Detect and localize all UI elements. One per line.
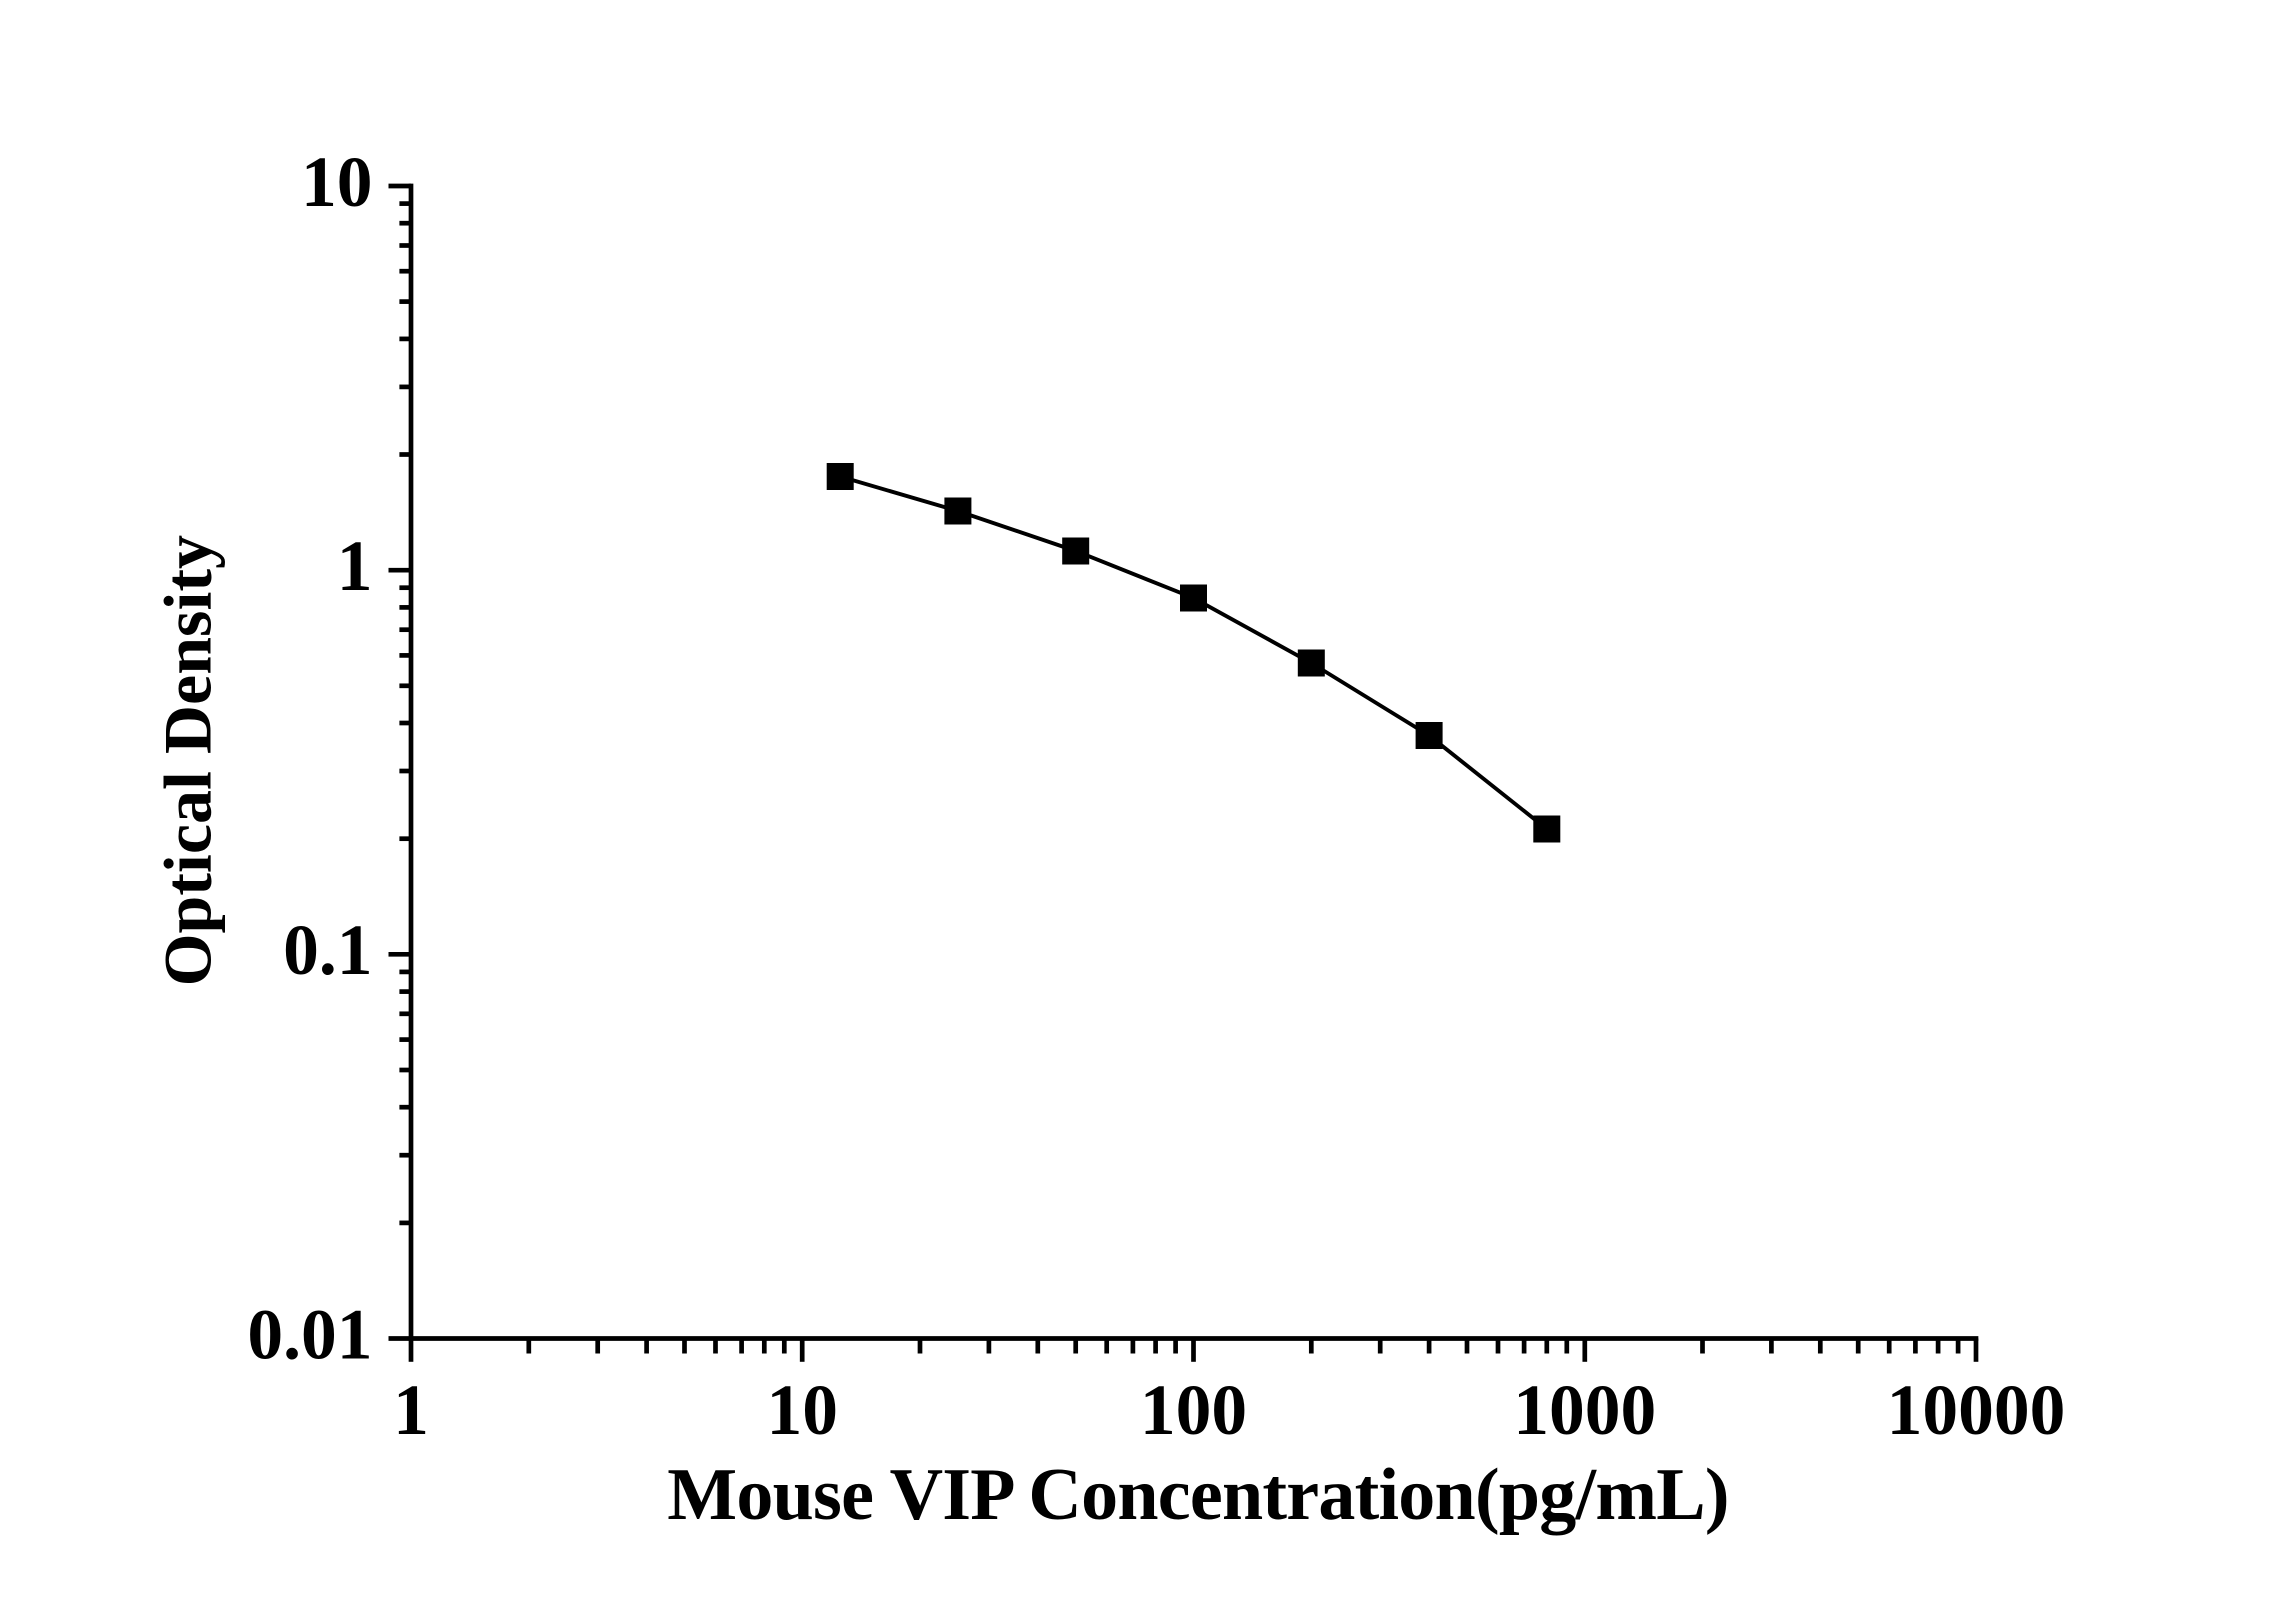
- svg-text:1: 1: [393, 1371, 429, 1450]
- svg-text:10000: 10000: [1887, 1371, 2066, 1450]
- svg-text:0.01: 0.01: [247, 1295, 372, 1374]
- svg-text:Optical Density: Optical Density: [150, 535, 226, 986]
- svg-text:1000: 1000: [1513, 1371, 1656, 1450]
- svg-text:10: 10: [766, 1371, 838, 1450]
- svg-text:1: 1: [337, 527, 373, 606]
- svg-text:10: 10: [301, 143, 373, 222]
- svg-text:0.1: 0.1: [283, 911, 372, 990]
- svg-text:100: 100: [1140, 1371, 1247, 1450]
- svg-text:Mouse VIP Concentration(pg/mL): Mouse VIP Concentration(pg/mL): [667, 1454, 1728, 1536]
